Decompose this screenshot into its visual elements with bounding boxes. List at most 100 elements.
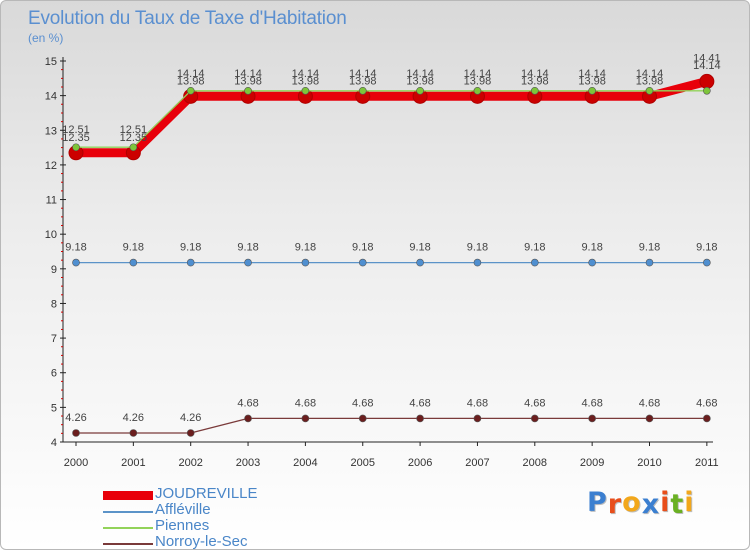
data-point — [588, 258, 596, 267]
proxiti-logo: Proxiti — [587, 487, 695, 520]
series-line-piennes — [75, 90, 708, 148]
legend-label: Piennes — [155, 517, 210, 534]
logo-letter: t — [670, 489, 685, 520]
legend-label: JOUDREVILLE — [155, 485, 258, 502]
data-point — [358, 86, 367, 95]
logo-letter: o — [622, 487, 642, 518]
data-point — [703, 258, 711, 267]
x-tick-label: 2009 — [580, 457, 604, 469]
data-point — [72, 258, 80, 267]
data-point — [588, 414, 596, 423]
data-label: 4.68 — [696, 397, 717, 409]
data-point — [129, 258, 138, 267]
data-label: 14.14 — [177, 68, 205, 80]
data-label: 14.14 — [464, 68, 492, 80]
data-label: 9.18 — [180, 242, 201, 254]
data-label: 14.14 — [636, 68, 664, 80]
y-tick-label: 10 — [45, 229, 57, 241]
data-point — [645, 86, 654, 95]
y-tick-label: 8 — [51, 298, 57, 310]
legend-label: Affléville — [155, 501, 211, 518]
data-point — [530, 414, 539, 423]
data-label: 14.14 — [578, 68, 606, 80]
data-point — [473, 414, 482, 423]
data-label: 9.18 — [696, 242, 717, 254]
legend-label: Norroy-le-Sec — [155, 533, 248, 550]
data-point — [358, 414, 367, 423]
data-label: 9.18 — [524, 242, 545, 254]
x-tick-label: 2002 — [178, 457, 202, 469]
data-label: 9.18 — [123, 242, 144, 254]
logo-letter: x — [641, 489, 661, 520]
data-label: 13.98 — [177, 75, 205, 87]
data-point — [72, 429, 80, 437]
x-tick-label: 2005 — [351, 457, 375, 469]
data-label: 9.18 — [467, 242, 488, 254]
legend-swatch — [103, 511, 153, 513]
y-tick-label: 6 — [51, 368, 57, 380]
y-tick-label: 13 — [45, 125, 57, 137]
data-label: 4.68 — [524, 397, 545, 409]
data-label: 9.18 — [639, 242, 660, 254]
data-point — [530, 86, 539, 95]
chart-unit-label: (en %) — [28, 31, 64, 45]
series-line-joudreville — [71, 76, 712, 158]
data-label: 4.68 — [639, 397, 660, 409]
data-point — [244, 86, 252, 95]
data-point — [129, 143, 138, 152]
data-label: 13.98 — [521, 75, 549, 87]
y-tick-label: 4 — [51, 437, 57, 449]
data-label: 4.68 — [409, 397, 430, 409]
data-point — [244, 414, 252, 423]
data-point — [301, 258, 310, 267]
series-line-norroy-le-sec — [75, 417, 708, 434]
logo-letter: r — [607, 489, 623, 520]
data-point — [186, 258, 195, 267]
x-tick-label: 2007 — [465, 457, 489, 469]
data-point — [129, 429, 138, 437]
chart-title: Evolution du Taux de Taxe d'Habitation — [28, 8, 347, 29]
legend-swatch — [103, 543, 153, 545]
data-label: 13.98 — [578, 75, 606, 87]
y-tick-label: 7 — [51, 333, 57, 345]
data-label: 12.51 — [62, 124, 90, 136]
data-point — [473, 258, 482, 267]
data-point — [186, 86, 195, 95]
y-tick-label: 12 — [45, 160, 57, 172]
data-point — [416, 258, 424, 267]
data-label: 14.14 — [292, 68, 320, 80]
x-tick-label: 2006 — [408, 457, 432, 469]
data-label: 4.68 — [581, 397, 602, 409]
data-label: 9.18 — [237, 242, 258, 254]
data-point — [416, 414, 424, 423]
x-tick-label: 2001 — [121, 457, 145, 469]
data-point — [703, 414, 711, 423]
data-label: 12.35 — [120, 132, 148, 144]
data-label: 4.26 — [180, 412, 201, 424]
data-label: 4.26 — [123, 412, 144, 424]
data-label: 13.98 — [349, 75, 377, 87]
data-label: 14.14 — [693, 60, 721, 72]
data-point — [645, 258, 654, 267]
data-label: 13.98 — [292, 75, 320, 87]
data-point — [699, 73, 715, 89]
data-point — [186, 429, 195, 437]
data-point — [645, 414, 654, 423]
x-tick-label: 2000 — [64, 457, 88, 469]
data-label: 14.14 — [521, 68, 549, 80]
data-label: 13.98 — [234, 75, 262, 87]
data-label: 9.18 — [295, 242, 316, 254]
data-label: 4.68 — [237, 397, 258, 409]
data-label: 9.18 — [409, 242, 430, 254]
data-point — [416, 86, 424, 95]
x-tick-label: 2008 — [523, 457, 547, 469]
data-label: 12.35 — [62, 132, 90, 144]
data-label: 13.98 — [406, 75, 434, 87]
data-label: 4.68 — [467, 397, 488, 409]
data-point — [301, 414, 310, 423]
data-label: 9.18 — [352, 242, 373, 254]
data-label: 4.26 — [65, 412, 86, 424]
y-tick-label: 15 — [45, 56, 57, 68]
y-tick-label: 14 — [45, 91, 57, 103]
logo-letter: i — [684, 487, 695, 518]
